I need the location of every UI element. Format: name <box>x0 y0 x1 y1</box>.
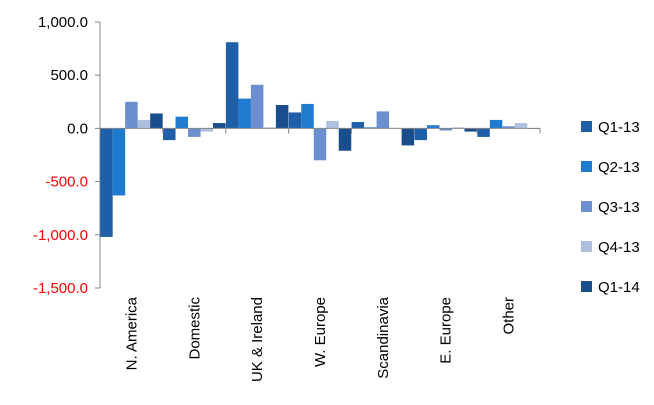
bar-q1-13-5 <box>414 128 427 141</box>
bar-q1-13-6 <box>477 128 490 137</box>
x-axis: N. America Domestic UK & Ireland W. Europe S… <box>99 127 541 382</box>
x-tick-label: UK & Ireland <box>249 297 266 382</box>
legend-swatch <box>581 201 592 212</box>
bar-q1-13-0 <box>100 128 113 237</box>
y-tick-label: 500.0 <box>50 67 88 84</box>
legend-label: Q1-13 <box>598 119 640 136</box>
bar-q1-14-5 <box>464 128 477 132</box>
y-tick-label: 0.0 <box>67 120 88 137</box>
legend: Q1-13 Q2-13 Q3-13 Q4-13 Q1-14 <box>581 119 640 296</box>
bar-q3-13-2 <box>250 84 264 129</box>
x-tick-label: Other <box>501 297 518 335</box>
bar-q2-13-4 <box>364 127 377 129</box>
x-tick-label: W. Europe <box>312 297 329 367</box>
legend-swatch <box>581 241 592 252</box>
bar-q4-13-0 <box>137 119 151 129</box>
bar-q3-13-0 <box>125 101 138 129</box>
x-tick-label: Domestic <box>186 297 203 360</box>
bar-q1-14-1 <box>213 123 226 129</box>
y-tick-label: -1,500.0 <box>33 280 88 297</box>
bar-q3-13-3 <box>313 128 327 161</box>
bar-q1-14-0 <box>150 113 163 129</box>
bar-q2-13-3 <box>301 103 314 129</box>
y-axis: 1,000.0 500.0 0.0 -500.0 -1,000.0 -1,500.0 <box>33 14 101 297</box>
y-tick-label: -1,000.0 <box>33 227 88 244</box>
y-tick-label: -500.0 <box>45 174 88 191</box>
x-tick-label: E. Europe <box>438 297 455 364</box>
bar-q2-13-6 <box>489 119 503 129</box>
bar-q4-13-1 <box>200 128 214 132</box>
bar-q1-14-2 <box>275 104 289 129</box>
bar-q1-13-1 <box>163 128 176 141</box>
bar-q4-13-2 <box>263 127 276 129</box>
legend-label: Q4-13 <box>598 239 640 256</box>
bars <box>100 42 540 237</box>
legend-label: Q3-13 <box>598 199 640 216</box>
bar-q1-13-2 <box>225 42 239 129</box>
bar-q4-13-3 <box>326 120 339 129</box>
bar-q1-13-4 <box>351 122 365 129</box>
bar-q2-13-0 <box>112 128 126 196</box>
bar-q3-13-4 <box>376 111 390 129</box>
bar-q3-13-1 <box>188 128 201 137</box>
bar-q3-13-6 <box>502 126 515 129</box>
bar-q1-14-3 <box>338 128 352 151</box>
bar-q4-13-6 <box>514 123 528 129</box>
legend-label: Q2-13 <box>598 159 640 176</box>
legend-label: Q1-14 <box>598 279 640 296</box>
bar-q1-13-3 <box>288 112 302 129</box>
x-tick-label: Scandinavia <box>375 296 392 378</box>
bar-q4-13-5 <box>451 127 465 129</box>
x-tick-label: N. America <box>123 296 140 370</box>
bar-q2-13-1 <box>175 116 189 129</box>
bar-q2-13-5 <box>426 125 440 129</box>
bar-q2-13-2 <box>238 98 251 129</box>
legend-swatch <box>581 121 592 132</box>
legend-swatch <box>581 161 592 172</box>
bar-q1-14-4 <box>401 128 415 146</box>
legend-swatch <box>581 281 592 292</box>
y-tick-label: 1,000.0 <box>38 14 88 31</box>
bar-q3-13-5 <box>439 128 452 131</box>
